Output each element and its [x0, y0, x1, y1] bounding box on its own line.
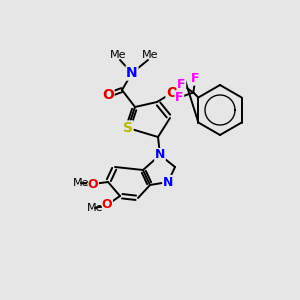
- Text: Me: Me: [142, 50, 158, 60]
- Text: N: N: [163, 176, 173, 188]
- Text: S: S: [123, 121, 133, 135]
- Text: Me: Me: [110, 50, 126, 60]
- Text: N: N: [126, 66, 138, 80]
- Text: O: O: [102, 88, 114, 102]
- Text: F: F: [175, 91, 184, 104]
- Text: O: O: [166, 86, 178, 100]
- Text: F: F: [177, 78, 186, 91]
- Text: Me: Me: [73, 178, 89, 188]
- Text: F: F: [191, 72, 200, 85]
- Text: N: N: [155, 148, 165, 161]
- Text: Me: Me: [87, 203, 103, 213]
- Text: O: O: [102, 199, 112, 212]
- Text: O: O: [88, 178, 98, 190]
